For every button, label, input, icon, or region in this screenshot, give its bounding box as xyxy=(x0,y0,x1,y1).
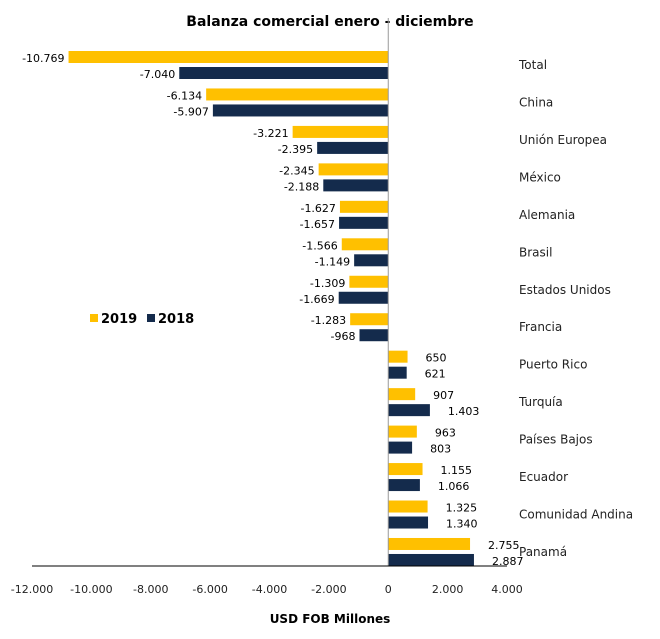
x-tick-label: 0 xyxy=(385,583,392,596)
bar-2018 xyxy=(317,141,389,154)
data-label-2019: 1.155 xyxy=(441,464,473,477)
bar-2019 xyxy=(388,350,408,363)
bar-2018 xyxy=(339,216,389,229)
data-label-2018: -2.188 xyxy=(284,180,319,193)
bar-2018 xyxy=(212,104,389,117)
category-label: Estados Unidos xyxy=(519,283,611,297)
bar-2018 xyxy=(179,67,389,79)
category-label: Brasil xyxy=(519,245,552,259)
data-label-2019: -1.627 xyxy=(300,202,335,215)
data-label-2018: -1.669 xyxy=(299,293,334,306)
legend-label-2019: 2019 xyxy=(101,312,137,327)
category-label: México xyxy=(519,170,561,184)
x-tick-label: 4.000 xyxy=(491,583,523,596)
data-label-2019: -1.566 xyxy=(302,239,337,252)
data-label-2018: -5.907 xyxy=(173,105,208,118)
data-label-2019: 650 xyxy=(426,352,447,365)
category-label: Puerto Rico xyxy=(519,358,587,372)
data-label-2018: 1.066 xyxy=(438,480,470,493)
data-label-2019: -6.134 xyxy=(167,89,202,102)
bar-2018 xyxy=(338,291,389,304)
bar-2018 xyxy=(388,441,413,454)
bar-2018 xyxy=(359,329,389,342)
category-label: Unión Europea xyxy=(519,133,607,147)
data-label-2019: -3.221 xyxy=(253,127,288,140)
data-label-2018: 2.887 xyxy=(492,555,524,568)
x-tick-label: 2.000 xyxy=(432,583,464,596)
bar-2018 xyxy=(388,404,430,417)
x-tick-label: -2.000 xyxy=(311,583,346,596)
x-tick-label: -10.000 xyxy=(70,583,112,596)
category-label: China xyxy=(519,95,553,109)
data-label-2018: -7.040 xyxy=(140,68,175,81)
bar-2018 xyxy=(388,479,420,492)
bar-2018 xyxy=(323,179,389,192)
bar-2019 xyxy=(68,51,389,63)
bar-2019 xyxy=(292,125,389,138)
data-label-2018: 1.340 xyxy=(446,518,478,531)
data-label-2019: -1.309 xyxy=(310,277,345,290)
category-label: Panamá xyxy=(519,545,567,559)
bar-2019 xyxy=(388,463,423,476)
bar-2019 xyxy=(341,238,389,251)
category-label: Comunidad Andina xyxy=(519,508,633,522)
bar-2018 xyxy=(388,366,407,379)
bar-2019 xyxy=(349,275,389,288)
category-label: Francia xyxy=(519,320,562,334)
category-label: Turquía xyxy=(518,395,563,409)
data-label-2019: 963 xyxy=(435,427,456,440)
data-label-2019: 907 xyxy=(433,389,454,402)
category-label: Países Bajos xyxy=(519,433,593,447)
data-label-2019: -1.283 xyxy=(311,314,346,327)
data-label-2018: -2.395 xyxy=(278,143,313,156)
data-label-2018: -968 xyxy=(331,330,356,343)
legend-label-2018: 2018 xyxy=(158,312,194,327)
bar-2019 xyxy=(388,425,417,438)
bar-2019 xyxy=(388,388,416,401)
x-tick-label: -6.000 xyxy=(192,583,227,596)
chart-title: Balanza comercial enero - diciembre xyxy=(186,14,473,30)
data-label-2018: -1.149 xyxy=(315,255,350,268)
bar-2018 xyxy=(388,553,474,566)
bar-2019 xyxy=(388,537,471,550)
bar-2019 xyxy=(206,88,389,101)
data-label-2018: -1.657 xyxy=(300,218,335,231)
data-label-2018: 1.403 xyxy=(448,405,480,418)
data-label-2019: 2.755 xyxy=(488,539,520,552)
bar-2019 xyxy=(388,500,428,513)
bar-2018 xyxy=(388,516,429,529)
data-label-2018: 803 xyxy=(430,443,451,456)
x-axis-title: USD FOB Millones xyxy=(270,612,391,626)
bar-2019 xyxy=(350,313,389,326)
category-label: Total xyxy=(518,58,547,72)
bar-2019 xyxy=(318,163,389,176)
x-tick-label: -8.000 xyxy=(133,583,168,596)
legend-swatch-2019 xyxy=(90,314,98,322)
data-label-2019: 1.325 xyxy=(446,502,478,515)
x-tick-label: -4.000 xyxy=(252,583,287,596)
bar-2019 xyxy=(339,200,389,213)
data-label-2018: 621 xyxy=(425,368,446,381)
category-label: Alemania xyxy=(519,208,575,222)
bar-2018 xyxy=(354,254,389,267)
category-label: Ecuador xyxy=(519,470,568,484)
legend-swatch-2018 xyxy=(147,314,155,322)
data-label-2019: -2.345 xyxy=(279,164,314,177)
x-tick-label: -12.000 xyxy=(11,583,53,596)
data-label-2019: -10.769 xyxy=(22,52,64,65)
